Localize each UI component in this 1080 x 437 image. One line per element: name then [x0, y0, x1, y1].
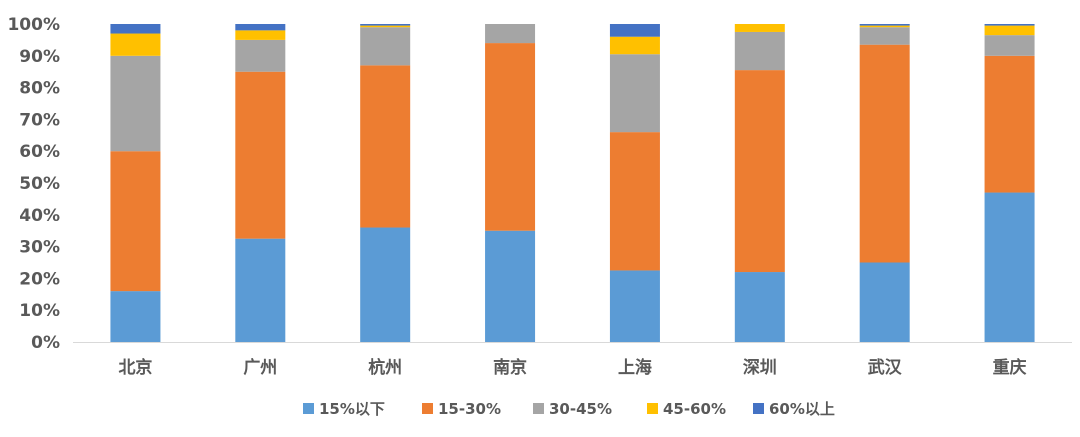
category-label: 武汉: [868, 357, 903, 378]
bar-segment: [110, 55, 161, 152]
bars: [110, 24, 1035, 342]
y-tick-label: 80%: [19, 79, 60, 99]
bar-segment: [609, 132, 660, 271]
bar-segment: [984, 24, 1035, 26]
legend-label: 60%以上: [769, 400, 835, 418]
bar-segment: [360, 27, 411, 66]
y-tick-label: 30%: [19, 238, 60, 258]
bar-segment: [110, 291, 161, 342]
y-tick-label: 40%: [19, 206, 60, 226]
legend-label: 30-45%: [549, 400, 612, 418]
bar-segment: [360, 25, 411, 28]
legend-swatch: [303, 403, 314, 414]
bar-segment: [110, 151, 161, 292]
y-tick-label: 10%: [19, 301, 60, 321]
bar-segment: [734, 31, 785, 71]
bar-segment: [609, 54, 660, 133]
y-tick-label: 0%: [31, 333, 60, 353]
bar-segment: [235, 24, 286, 31]
category-label: 重庆: [993, 357, 1027, 378]
y-tick-label: 60%: [19, 142, 60, 162]
legend-label: 45-60%: [663, 400, 726, 418]
bar-segment: [609, 36, 660, 55]
category-label: 北京: [118, 357, 152, 378]
bar-segment: [734, 24, 785, 32]
bar-segment: [110, 24, 161, 34]
bar-segment: [859, 24, 910, 26]
bar-segment: [984, 35, 1035, 56]
bar-segment: [609, 24, 660, 37]
bar-segment: [859, 27, 910, 45]
bar-segment: [734, 70, 785, 273]
y-axis: 0% 10% 20% 30% 40% 50% 60% 70% 80% 90% 100%: [7, 15, 60, 353]
bar-segment: [110, 33, 161, 56]
bar-segment: [609, 270, 660, 342]
bar-segment: [360, 227, 411, 342]
bar-segment: [235, 238, 286, 342]
bar-segment: [859, 44, 910, 263]
bar-segment: [859, 25, 910, 28]
category-label: 南京: [493, 357, 527, 378]
bar-segment: [235, 71, 286, 239]
category-label: 上海: [618, 357, 652, 378]
y-tick-label: 90%: [19, 47, 60, 67]
bar-segment: [485, 43, 536, 231]
bar-segment: [485, 230, 536, 342]
bar-segment: [235, 30, 286, 40]
bar-segment: [859, 262, 910, 342]
legend-swatch: [647, 403, 658, 414]
legend-swatch: [422, 403, 433, 414]
x-axis-labels: 北京 广州 杭州 南京 上海 深圳 武汉 重庆: [118, 357, 1026, 378]
legend-swatch: [753, 403, 764, 414]
legend-label: 15%以下: [319, 400, 385, 418]
y-tick-label: 50%: [19, 174, 60, 194]
y-tick-label: 100%: [7, 15, 60, 35]
legend: 15%以下 15-30% 30-45% 45-60% 60%以上: [303, 400, 835, 418]
category-label: 深圳: [743, 357, 777, 378]
y-tick-label: 20%: [19, 269, 60, 289]
bar-segment: [734, 272, 785, 342]
legend-label: 15-30%: [438, 400, 501, 418]
bar-segment: [360, 65, 411, 228]
legend-swatch: [533, 403, 544, 414]
bar-segment: [984, 55, 1035, 193]
bar-segment: [984, 25, 1035, 36]
bar-segment: [485, 24, 536, 44]
category-label: 杭州: [368, 357, 402, 378]
bar-segment: [235, 39, 286, 72]
bar-segment: [360, 24, 411, 26]
category-label: 广州: [243, 357, 277, 378]
y-tick-label: 70%: [19, 110, 60, 130]
bar-segment: [984, 192, 1035, 342]
